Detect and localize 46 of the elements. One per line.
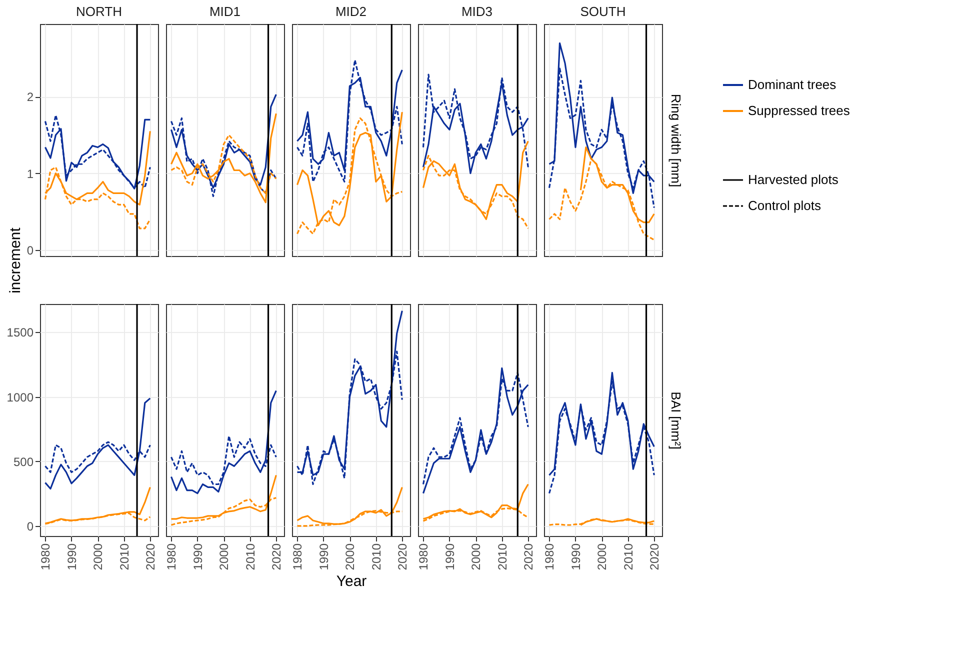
y-axis-title: increment [6,226,24,294]
x-tick-label: 1980 [290,543,305,570]
text: Control plots [748,198,822,213]
x-tick-label: 1980 [38,543,53,570]
x-tick-label: 2020 [396,543,410,570]
legend-label: Suppressed trees [748,103,850,118]
line-series [44,398,151,490]
y-tick-label: 500 [13,454,34,469]
x-tick-label: 1980 [542,543,557,570]
x-tick-label: 2010 [369,543,384,570]
y-tick-label: 1000 [6,390,34,404]
y-tick-label: 1 [26,166,34,181]
x-tick-label: 1990 [64,543,79,570]
chart-title: MID3 [461,4,493,20]
x-axis-title: Year [336,573,367,590]
x-tick-label: 1980 [164,543,179,570]
y-tick-label: 0 [26,520,34,534]
x-tick-label: 2020 [522,543,536,570]
x-tick-label: 1990 [316,543,331,570]
x-tick-label: 2000 [217,543,232,570]
y-tick-label: 2 [26,90,34,104]
x-tick-label: 1990 [442,543,457,570]
x-tick-label: 2020 [648,543,662,570]
x-tick-label: 2010 [117,543,132,570]
chart-title: MID1 [209,4,241,20]
x-tick-label: 1990 [568,543,583,570]
x-tick-label: 2020 [270,543,284,570]
chart-title: SOUTH [580,4,626,20]
x-tick-label: 2010 [243,543,258,570]
chart-title: NORTH [76,4,122,20]
y-tick-label: 0 [26,243,34,258]
x-tick-label: 2000 [343,543,358,570]
x-tick-label: 2000 [91,543,106,570]
y2-axis-title: BAI [mm²] [668,392,684,450]
text: Harvested plots [748,172,839,187]
x-tick-label: 2010 [495,543,510,570]
y-tick-label: 1500 [6,326,34,340]
chart-title: MID2 [335,4,367,20]
y2-axis-title: Ring width [mm] [668,94,684,188]
x-tick-label: 1990 [190,543,205,570]
x-tick-label: 2000 [595,543,610,570]
legend-label: Dominant trees [748,77,837,92]
x-tick-label: 1980 [416,543,431,570]
x-tick-label: 2000 [469,543,484,570]
x-tick-label: 2020 [144,543,158,570]
x-tick-label: 2010 [621,543,636,570]
